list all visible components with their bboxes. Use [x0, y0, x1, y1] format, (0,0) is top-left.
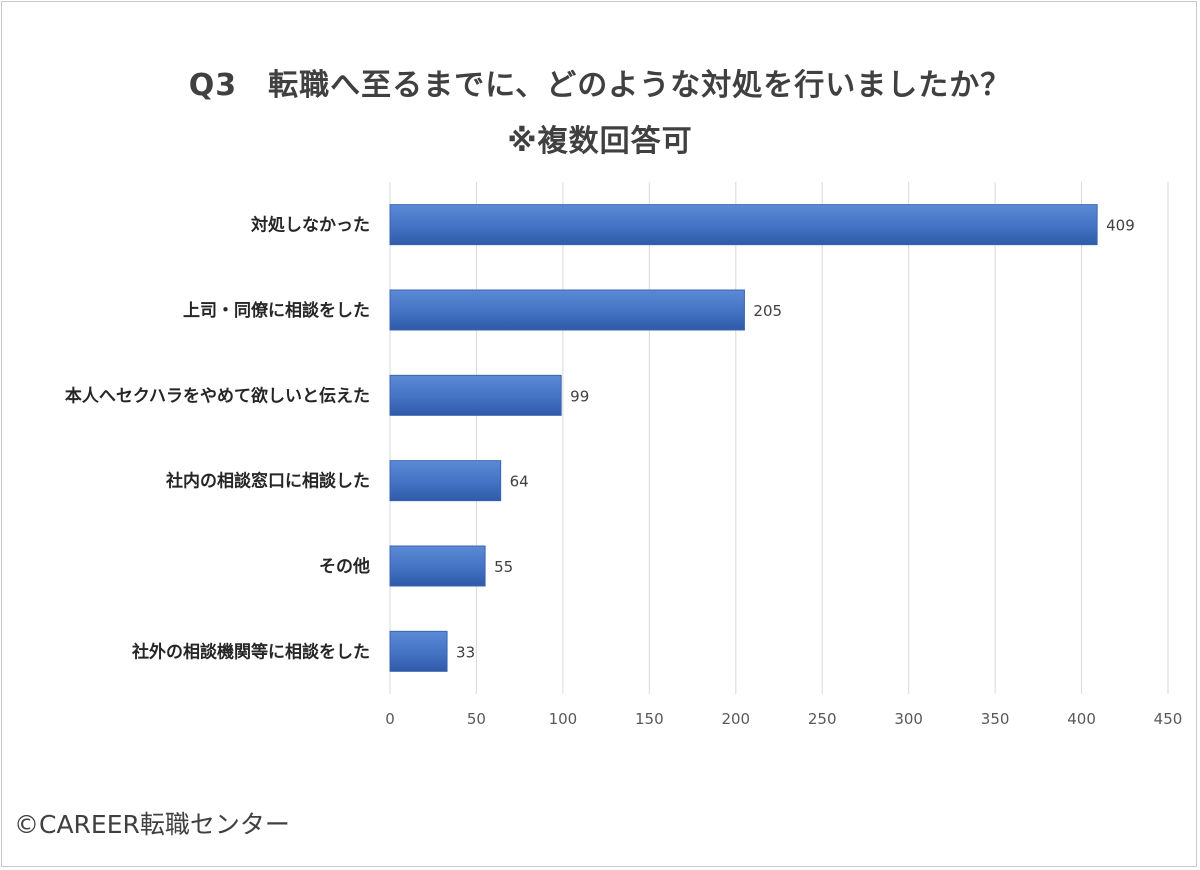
- x-tick-label: 250: [808, 710, 837, 728]
- x-tick-label: 150: [635, 710, 664, 728]
- category-label: その他: [319, 556, 370, 577]
- bar: [389, 460, 502, 502]
- copyright-text: ©CAREER転職センター: [14, 810, 290, 839]
- data-label: 409: [1106, 217, 1135, 235]
- data-label: 33: [456, 643, 475, 661]
- data-label: 55: [494, 558, 513, 576]
- category-label: 上司・同僚に相談をした: [183, 300, 370, 321]
- bar: [389, 204, 1098, 246]
- chart-title: Q3 転職へ至るまでに、どのような対処を行いましたか？: [188, 68, 1012, 103]
- chart-subtitle: ※複数回答可: [507, 124, 693, 159]
- bar: [389, 289, 745, 331]
- category-label: 社外の相談機関等に相談をした: [131, 641, 370, 662]
- data-label: 64: [510, 473, 529, 491]
- data-label: 205: [753, 302, 782, 320]
- category-label: 社内の相談窓口に相談した: [165, 471, 370, 492]
- x-tick-label: 300: [894, 710, 923, 728]
- bar: [389, 630, 448, 672]
- x-tick-label: 450: [1154, 710, 1183, 728]
- data-label: 99: [570, 387, 589, 405]
- x-tick-label: 50: [467, 710, 486, 728]
- bar: [389, 374, 562, 416]
- x-tick-label: 0: [385, 710, 395, 728]
- x-tick-label: 350: [981, 710, 1010, 728]
- bar: [389, 545, 486, 587]
- x-tick-label: 200: [721, 710, 750, 728]
- x-tick-label: 100: [549, 710, 578, 728]
- x-tick-label: 400: [1067, 710, 1096, 728]
- category-label: 対処しなかった: [250, 215, 370, 236]
- category-label: 本人へセクハラをやめて欲しいと伝えた: [65, 385, 370, 406]
